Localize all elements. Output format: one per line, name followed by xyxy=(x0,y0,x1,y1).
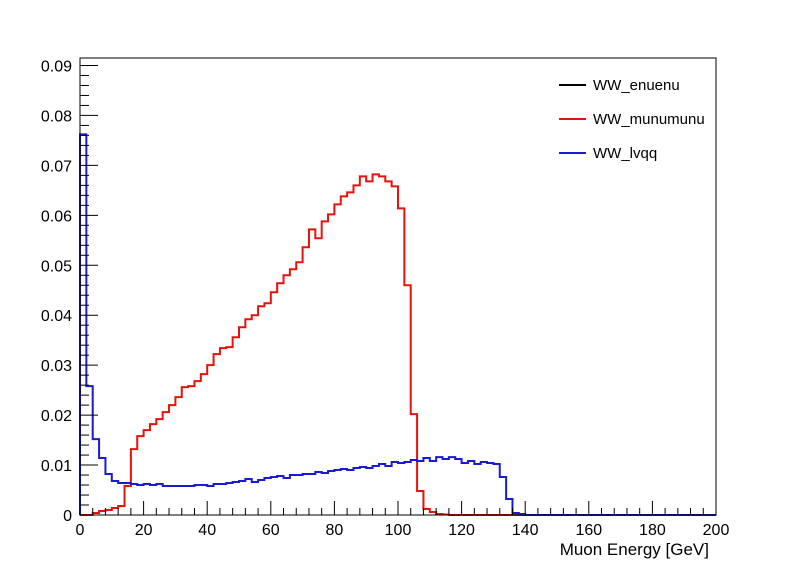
y-tick-label: 0.03 xyxy=(41,358,72,375)
legend: WW_enuenu WW_munumunu WW_lvqq xyxy=(559,77,705,162)
y-tick-label: 0.02 xyxy=(41,408,72,425)
y-tick-label: 0.09 xyxy=(41,58,72,75)
y-tick-label: 0.01 xyxy=(41,458,72,475)
x-tick-label: 100 xyxy=(385,522,412,539)
axis-layer: 0 20 40 60 80 100 120 140 160 180 200 0 0.01 0.02 0.03… xyxy=(41,58,730,539)
x-tick-label: 60 xyxy=(262,522,280,539)
x-tick-label: 200 xyxy=(703,522,730,539)
x-tick-label: 140 xyxy=(512,522,539,539)
x-tick-label: 80 xyxy=(326,522,344,539)
x-tick-label: 0 xyxy=(76,522,85,539)
x-axis-label: Muon Energy [GeV] xyxy=(560,540,709,559)
x-tick-label: 180 xyxy=(639,522,666,539)
y-tick-label: 0.07 xyxy=(41,158,72,175)
legend-entry-1: WW_munumunu xyxy=(593,111,705,128)
y-tick-label: 0.05 xyxy=(41,258,72,275)
x-tick-label: 120 xyxy=(448,522,475,539)
x-tick-label: 20 xyxy=(135,522,153,539)
y-tick-label: 0.06 xyxy=(41,208,72,225)
legend-entry-0: WW_enuenu xyxy=(593,77,680,94)
legend-entry-2: WW_lvqq xyxy=(593,145,657,162)
x-tick-label: 160 xyxy=(575,522,602,539)
y-tick-label: 0 xyxy=(63,508,72,525)
y-tick-label: 0.08 xyxy=(41,108,72,125)
x-tick-label: 40 xyxy=(198,522,216,539)
y-tick-label: 0.04 xyxy=(41,308,72,325)
